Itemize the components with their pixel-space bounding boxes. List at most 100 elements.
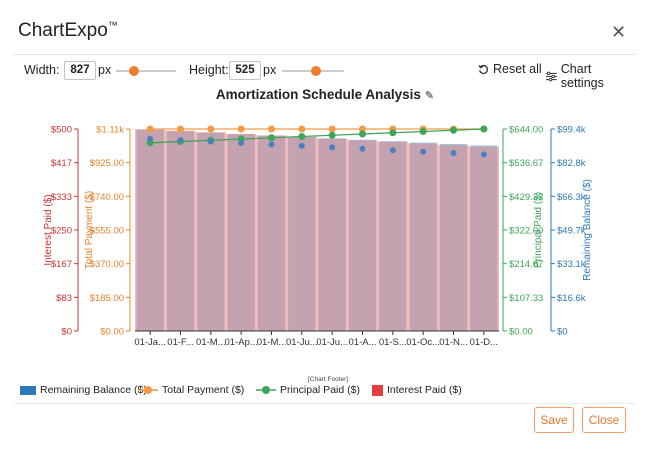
- reset-all-button[interactable]: Reset all: [478, 62, 542, 76]
- remaining-axis-title: Remaining Balance ($): [582, 179, 593, 281]
- series-point: [237, 125, 245, 133]
- legend-bar-swatch-icon: [20, 385, 36, 395]
- chart-settings-button[interactable]: Chart settings: [546, 62, 630, 90]
- total-tick-label: $740.00: [90, 192, 124, 203]
- remaining-balance-point: [329, 144, 336, 151]
- legend-item-total-payment[interactable]: Total Payment ($): [138, 384, 244, 396]
- principal-tick-label: $107.33: [509, 293, 543, 304]
- height-slider-handle[interactable]: [311, 66, 322, 76]
- series-point: [328, 125, 336, 133]
- height-slider[interactable]: [282, 66, 344, 76]
- footer-divider: [14, 403, 636, 404]
- total-tick-label: $925.00: [90, 158, 124, 169]
- principal-tick-label: $322.00: [509, 226, 543, 237]
- interest-area: [135, 129, 499, 331]
- remaining-balance-point: [480, 151, 487, 158]
- series-point: [207, 125, 215, 133]
- app-title-text: ChartExpo: [18, 20, 108, 41]
- x-tick-label: 01-M...: [196, 337, 226, 348]
- chart-axes: $0 $83 $167 $250 $333 $417 $500 Interest Paid (…: [43, 125, 593, 338]
- interest-paid-area: [135, 129, 499, 331]
- series-point: [146, 125, 154, 133]
- x-tick-label: 01-Ju...: [286, 337, 318, 348]
- interest-tick-label: $167: [51, 259, 72, 270]
- height-unit: px: [263, 63, 277, 77]
- principal-tick-label: $536.67: [509, 158, 543, 169]
- interest-tick-label: $500: [51, 125, 72, 136]
- width-slider-handle[interactable]: [129, 66, 139, 76]
- series-point: [298, 125, 306, 133]
- remaining-tick-label: $66.3k: [557, 192, 586, 203]
- series-point: [298, 133, 306, 141]
- line-series: [146, 125, 488, 158]
- x-tick-label: 01-S...: [379, 337, 407, 348]
- series-point: [419, 128, 427, 136]
- trademark: ™: [107, 20, 118, 32]
- width-input[interactable]: 827: [64, 61, 96, 80]
- remaining-balance-point: [298, 142, 305, 149]
- remaining-balance-point: [268, 141, 275, 148]
- legend-label: Interest Paid ($): [387, 384, 462, 396]
- height-input[interactable]: 525: [229, 61, 261, 80]
- series-point: [268, 125, 275, 133]
- chart-canvas: $0 $83 $167 $250 $333 $417 $500 Interest Paid (…: [43, 125, 593, 349]
- legend-label: Principal Paid ($): [280, 384, 360, 396]
- remaining-tick-label: $99.4k: [557, 125, 586, 136]
- settings-sliders-icon: [546, 71, 557, 81]
- edit-title-pencil-icon[interactable]: ✎: [424, 90, 435, 102]
- remaining-tick-label: $0: [557, 327, 568, 338]
- interest-tick-label: $83: [56, 293, 72, 304]
- interest-tick-label: $0: [61, 327, 72, 338]
- chart-settings-label: Chart settings: [560, 62, 604, 90]
- x-tick-label: 01-A...: [349, 337, 377, 348]
- remaining-balance-point: [389, 147, 396, 154]
- width-slider[interactable]: [116, 66, 176, 76]
- x-tick-label: 01-D...: [470, 337, 499, 348]
- x-tick-label: 01-Ju...: [316, 337, 348, 348]
- x-tick-label: 01-Ja...: [134, 337, 166, 348]
- x-tick-label: 01-N...: [439, 337, 468, 348]
- remaining-balance-point: [177, 137, 184, 144]
- total-tick-label: $555.00: [90, 226, 124, 237]
- x-axis: 01-Ja... 01-F... 01-M...01-Ap...01-M... 01-…: [134, 330, 499, 348]
- series-point: [480, 125, 488, 133]
- legend-item-remaining-balance[interactable]: Remaining Balance ($): [20, 384, 147, 396]
- series-point: [450, 126, 457, 134]
- principal-tick-label: $0.00: [509, 327, 533, 338]
- chart-footer-label: [Chart Footer]: [308, 376, 349, 383]
- interest-tick-label: $250: [51, 226, 72, 237]
- chart-legend: Remaining Balance ($) Total Payment ($) …: [20, 384, 630, 400]
- interest-tick-label: $333: [51, 192, 72, 203]
- width-label: Width:: [24, 63, 60, 77]
- series-point: [359, 125, 366, 133]
- remaining-balance-point: [420, 148, 427, 155]
- app-title: ChartExpo™: [18, 20, 118, 42]
- total-tick-label: $0.00: [100, 327, 124, 338]
- remaining-balance-point: [207, 138, 214, 145]
- total-tick-label: $185.00: [90, 293, 124, 304]
- principal-axis-title: Principal Paid ($): [533, 192, 544, 268]
- x-tick-label: 01-Oc...: [406, 337, 440, 348]
- series-point: [328, 131, 336, 139]
- interest-axis-title: Interest Paid ($): [43, 194, 54, 265]
- remaining-balance-point: [450, 150, 457, 157]
- close-icon[interactable]: ✕: [611, 22, 627, 42]
- remaining-tick-label: $49.7k: [557, 226, 586, 237]
- total-tick-label: $370.00: [90, 259, 124, 270]
- principal-tick-label: $644.00: [509, 125, 543, 136]
- legend-line-swatch-icon: [138, 386, 158, 394]
- close-button[interactable]: Close: [582, 407, 626, 433]
- reset-all-label: Reset all: [493, 62, 542, 76]
- total-tick-label: $1.11k: [96, 125, 124, 136]
- total-axis-title: Total Payment ($): [84, 191, 95, 269]
- series-line: [150, 128, 484, 144]
- save-button[interactable]: Save: [534, 407, 574, 433]
- x-tick-label: 01-M...: [257, 337, 287, 348]
- legend-item-principal-paid[interactable]: Principal Paid ($): [256, 384, 360, 396]
- interest-tick-label: $417: [51, 158, 72, 169]
- toolbar: Width: 827 px Height: 525 px Reset all C…: [24, 61, 630, 90]
- legend-item-interest-paid[interactable]: Interest Paid ($): [372, 384, 462, 396]
- series-point: [268, 134, 275, 142]
- principal-tick-label: $214.67: [509, 259, 543, 270]
